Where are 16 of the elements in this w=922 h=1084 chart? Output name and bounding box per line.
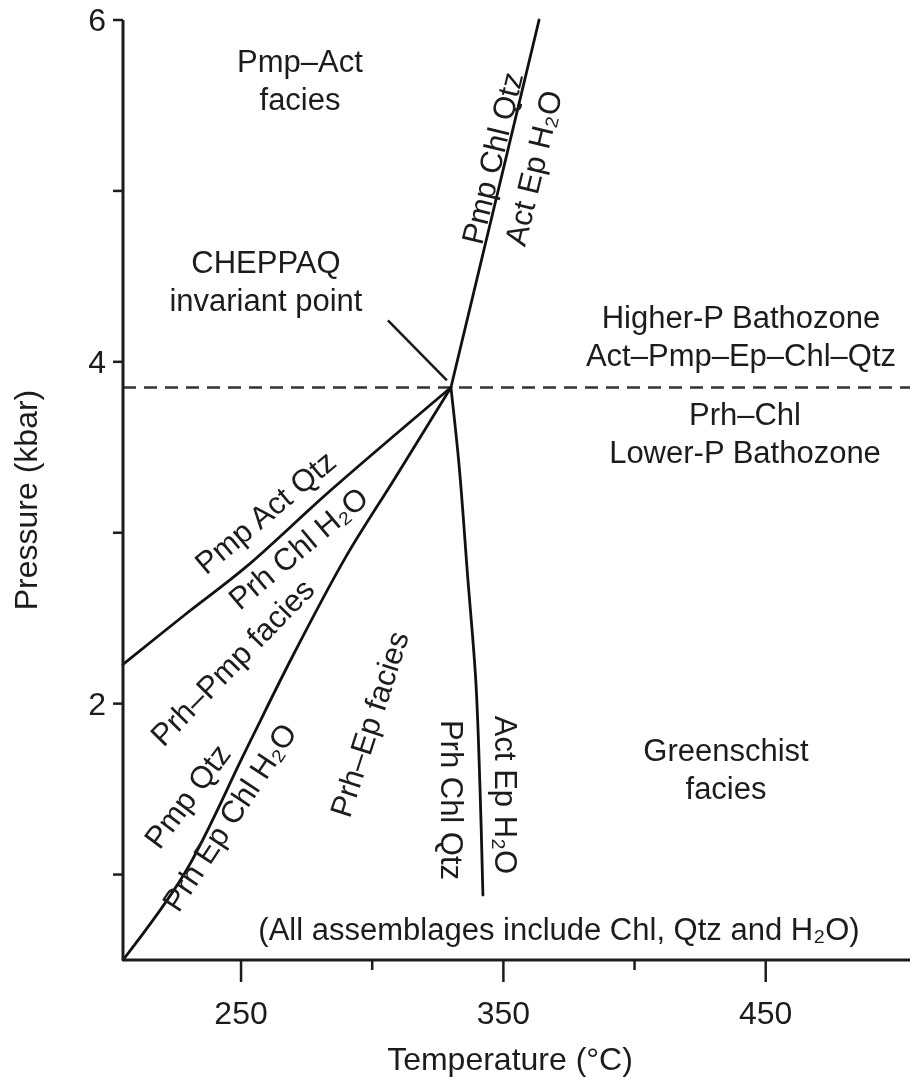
x-tick-label: 450 <box>739 995 793 1031</box>
y-axis-title: Pressure (kbar) <box>8 389 44 611</box>
annotation: Prh Chl Qtz <box>434 719 470 881</box>
x-tick-label: 350 <box>476 995 531 1031</box>
y-tick-label: 6 <box>88 2 106 38</box>
annotation: Pmp–Act facies <box>237 44 364 117</box>
annotation: (All assemblages include Chl, Qtz and H₂O) <box>258 912 860 947</box>
annotation: Greenschist facies <box>643 733 810 806</box>
x-tick-label: 250 <box>214 995 268 1031</box>
annotation: Prh–Chl Lower-P Bathozone <box>609 397 881 470</box>
x-axis-title: Temperature (°C) <box>387 1041 633 1077</box>
annotation: Act Ep H₂O <box>488 715 524 875</box>
y-tick-label: 2 <box>88 685 106 722</box>
annotation: CHEPPAQ invariant point <box>169 245 363 319</box>
y-tick-label: 4 <box>88 343 106 380</box>
annotation: Higher-P Bathozone Act–Pmp–Ep–Chl–Qtz <box>585 300 897 373</box>
